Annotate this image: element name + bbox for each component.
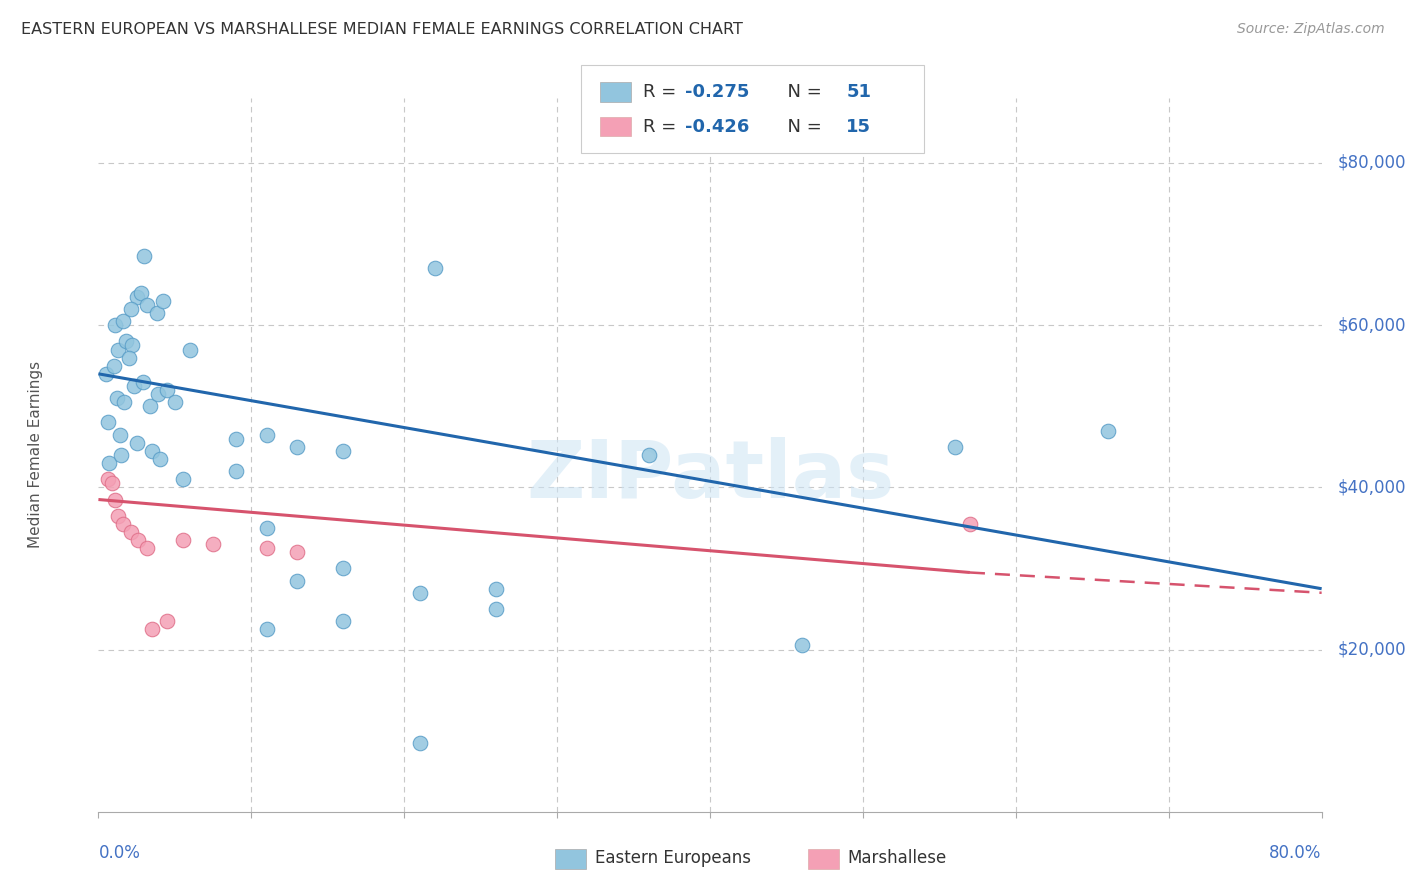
Point	[156, 614, 179, 628]
Point	[115, 334, 138, 349]
Point	[256, 427, 278, 442]
Point	[485, 582, 508, 596]
Point	[332, 443, 354, 458]
Text: N =: N =	[776, 83, 828, 101]
Point	[136, 298, 159, 312]
Point	[120, 301, 142, 316]
Point	[179, 343, 201, 357]
Point	[225, 464, 247, 478]
Point	[163, 395, 186, 409]
Point	[172, 533, 194, 547]
Point	[146, 387, 169, 401]
Point	[225, 432, 247, 446]
Text: 0.0%: 0.0%	[98, 844, 141, 862]
Point	[141, 443, 163, 458]
Point	[152, 293, 174, 308]
Point	[959, 516, 981, 531]
Point	[156, 383, 179, 397]
Point	[105, 391, 128, 405]
Text: -0.426: -0.426	[685, 118, 749, 136]
Point	[111, 314, 134, 328]
Text: EASTERN EUROPEAN VS MARSHALLESE MEDIAN FEMALE EARNINGS CORRELATION CHART: EASTERN EUROPEAN VS MARSHALLESE MEDIAN F…	[21, 22, 742, 37]
Text: $20,000: $20,000	[1337, 640, 1406, 658]
Text: $40,000: $40,000	[1337, 478, 1406, 496]
Point	[132, 375, 155, 389]
Point	[332, 614, 354, 628]
Text: Median Female Earnings: Median Female Earnings	[28, 361, 44, 549]
Point	[134, 249, 156, 263]
Point	[104, 318, 127, 333]
Text: Source: ZipAtlas.com: Source: ZipAtlas.com	[1237, 22, 1385, 37]
Point	[129, 285, 152, 300]
Point	[423, 261, 446, 276]
Point	[101, 476, 124, 491]
Point	[408, 736, 430, 750]
Point	[202, 537, 225, 551]
Point	[285, 545, 308, 559]
Text: Marshallese: Marshallese	[848, 849, 948, 867]
Point	[256, 521, 278, 535]
Point	[256, 541, 278, 556]
Point	[125, 290, 148, 304]
Text: 15: 15	[846, 118, 872, 136]
Point	[94, 367, 117, 381]
Point	[112, 395, 135, 409]
Point	[285, 440, 308, 454]
Point	[107, 508, 129, 523]
Text: R =: R =	[643, 83, 682, 101]
Text: 80.0%: 80.0%	[1270, 844, 1322, 862]
Point	[104, 492, 127, 507]
Point	[485, 602, 508, 616]
Point	[136, 541, 159, 556]
Point	[141, 622, 163, 636]
Point	[122, 379, 145, 393]
Point	[145, 306, 167, 320]
Point	[125, 435, 148, 450]
Point	[637, 448, 661, 462]
Text: $80,000: $80,000	[1337, 154, 1406, 172]
Text: 51: 51	[846, 83, 872, 101]
Point	[107, 343, 129, 357]
Point	[97, 472, 120, 486]
Point	[332, 561, 354, 575]
Text: $60,000: $60,000	[1337, 316, 1406, 334]
Point	[127, 533, 149, 547]
Point	[172, 472, 194, 486]
Point	[139, 399, 162, 413]
Point	[790, 639, 813, 653]
Point	[118, 351, 141, 365]
Point	[408, 586, 430, 600]
Point	[98, 456, 121, 470]
Point	[1097, 424, 1119, 438]
Point	[149, 452, 172, 467]
Text: ZIPatlas: ZIPatlas	[526, 437, 894, 516]
Text: N =: N =	[776, 118, 828, 136]
Point	[120, 524, 142, 539]
Point	[110, 448, 132, 462]
Text: -0.275: -0.275	[685, 83, 749, 101]
Point	[285, 574, 308, 588]
Point	[111, 516, 134, 531]
Point	[256, 622, 278, 636]
Point	[943, 440, 966, 454]
Text: Eastern Europeans: Eastern Europeans	[595, 849, 751, 867]
Point	[103, 359, 125, 373]
Point	[108, 427, 131, 442]
Point	[121, 338, 143, 352]
Text: R =: R =	[643, 118, 682, 136]
Point	[97, 416, 120, 430]
